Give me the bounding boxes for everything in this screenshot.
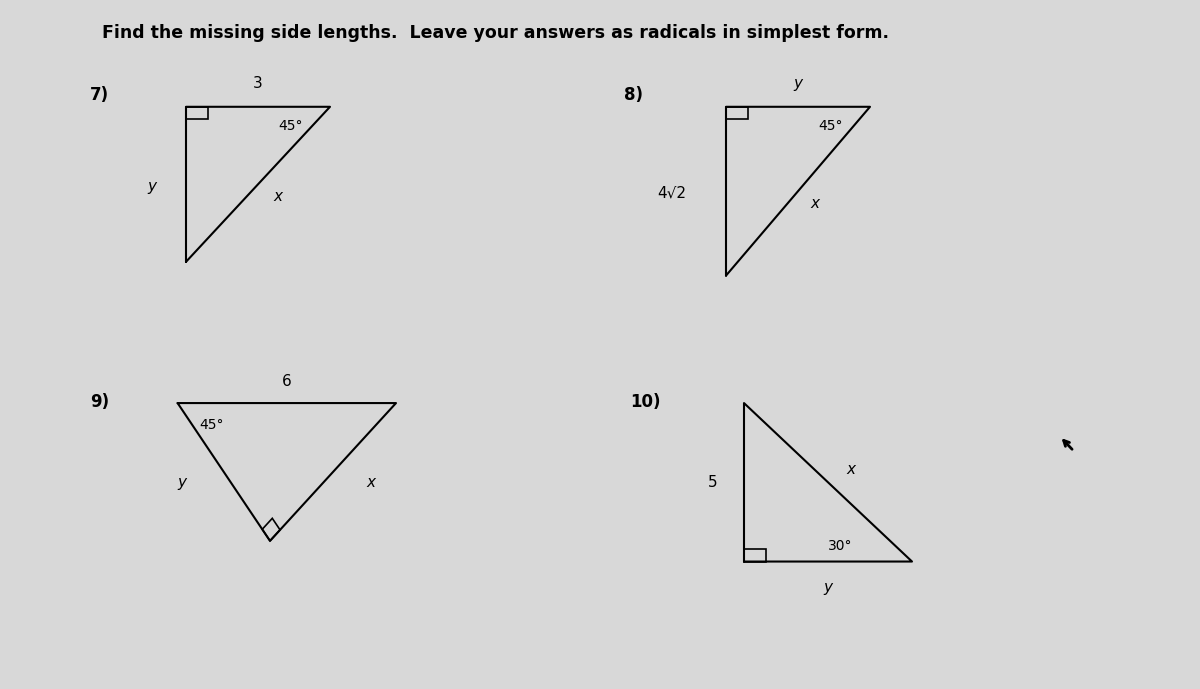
Text: x: x	[846, 462, 854, 477]
Text: 10): 10)	[630, 393, 660, 411]
Text: 30°: 30°	[828, 539, 852, 553]
Text: 6: 6	[282, 374, 292, 389]
Text: 45°: 45°	[818, 119, 842, 133]
Text: 5: 5	[708, 475, 718, 490]
Text: x: x	[274, 189, 283, 204]
Text: 45°: 45°	[199, 418, 223, 432]
Text: y: y	[793, 76, 803, 91]
Text: 7): 7)	[90, 86, 109, 104]
Text: x: x	[366, 475, 374, 490]
Text: 3: 3	[253, 76, 263, 91]
Text: x: x	[810, 196, 818, 211]
Text: y: y	[148, 178, 156, 194]
Text: 9): 9)	[90, 393, 109, 411]
Text: y: y	[178, 475, 186, 490]
Text: Find the missing side lengths.  Leave your answers as radicals in simplest form.: Find the missing side lengths. Leave you…	[102, 24, 889, 42]
Text: 8): 8)	[624, 86, 643, 104]
Text: 45°: 45°	[278, 119, 302, 133]
Text: y: y	[823, 580, 833, 595]
Text: 4√2: 4√2	[658, 185, 686, 200]
